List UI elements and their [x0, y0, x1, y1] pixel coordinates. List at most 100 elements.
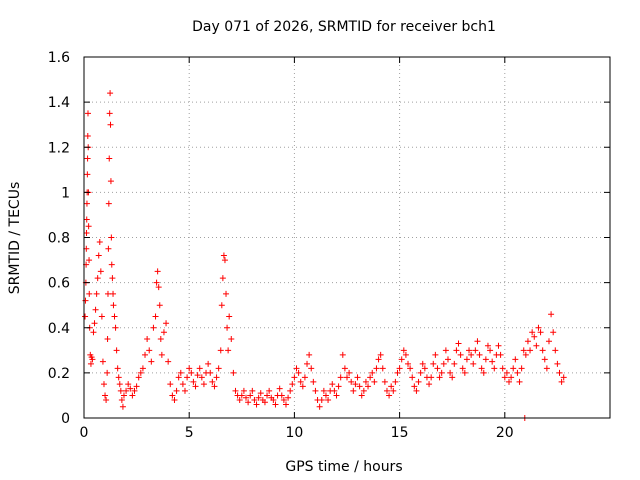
data-point — [194, 372, 201, 379]
data-point — [548, 311, 555, 318]
data-point — [219, 275, 226, 282]
data-point — [217, 347, 224, 354]
data-point — [125, 381, 132, 388]
data-point — [428, 374, 435, 381]
data-point — [484, 342, 491, 349]
data-point — [297, 378, 304, 385]
data-point — [120, 392, 127, 399]
data-point — [85, 223, 92, 230]
data-point — [158, 351, 165, 358]
x-tick-label: 20 — [496, 425, 514, 441]
data-point — [118, 396, 125, 403]
data-point — [373, 365, 380, 372]
data-point — [344, 374, 350, 381]
data-point — [243, 394, 250, 401]
data-point — [440, 360, 447, 367]
data-point — [91, 320, 98, 327]
data-point — [139, 365, 146, 372]
data-point — [367, 374, 374, 381]
data-point — [560, 374, 567, 381]
data-point — [413, 387, 420, 394]
data-point — [129, 392, 136, 399]
data-point — [417, 369, 424, 376]
data-point — [115, 374, 122, 381]
data-point — [554, 360, 561, 367]
data-point — [466, 347, 473, 354]
data-point — [97, 268, 104, 275]
data-point — [83, 229, 90, 236]
data-point — [156, 302, 163, 309]
y-tick-label: 0.6 — [48, 276, 70, 292]
y-tick-label: 1.6 — [48, 50, 70, 66]
data-point — [106, 155, 113, 162]
x-tick-label: 5 — [185, 425, 194, 441]
data-point — [291, 374, 298, 381]
data-point — [103, 396, 110, 403]
data-point — [320, 387, 327, 394]
data-point — [165, 358, 172, 365]
data-point — [468, 351, 475, 358]
data-point — [169, 392, 176, 399]
data-point — [541, 356, 548, 363]
data-point — [84, 155, 91, 162]
data-point — [211, 383, 218, 390]
data-point — [107, 178, 114, 185]
data-point — [341, 365, 348, 372]
data-point — [476, 351, 483, 358]
data-point — [236, 396, 243, 403]
y-axis-label: SRMTID / TECUs — [7, 182, 23, 295]
data-point — [451, 360, 458, 367]
data-point — [552, 347, 559, 354]
data-point — [335, 383, 342, 390]
data-point — [93, 290, 100, 297]
data-point — [375, 356, 382, 363]
data-point — [444, 356, 451, 363]
data-point — [272, 401, 279, 408]
data-point — [550, 329, 557, 336]
data-point — [316, 403, 323, 410]
data-point — [518, 365, 525, 372]
data-point — [95, 252, 102, 259]
data-point — [312, 387, 319, 394]
data-point — [411, 383, 418, 390]
data-point — [104, 336, 111, 343]
y-tick-label: 0.8 — [48, 231, 70, 247]
data-point — [177, 369, 184, 376]
data-point — [398, 356, 405, 363]
data-point — [137, 369, 144, 376]
data-point — [152, 313, 159, 320]
y-tick-label: 0.4 — [48, 321, 70, 337]
data-point — [200, 381, 207, 388]
data-points — [82, 90, 567, 421]
data-point — [392, 378, 399, 385]
data-point — [106, 110, 113, 117]
data-point — [264, 392, 271, 399]
data-point — [105, 245, 112, 252]
data-point — [459, 365, 466, 372]
data-point — [230, 369, 237, 376]
data-point — [556, 369, 563, 376]
y-tick-label: 1.2 — [48, 140, 70, 156]
data-point — [322, 392, 329, 399]
data-point — [527, 347, 534, 354]
data-point — [238, 392, 245, 399]
data-point — [449, 374, 456, 381]
data-point — [426, 381, 433, 388]
data-point — [192, 383, 199, 390]
data-point — [503, 369, 510, 376]
data-point — [83, 216, 90, 223]
data-point — [108, 261, 115, 268]
data-point — [223, 290, 230, 297]
data-point — [99, 358, 106, 365]
data-point — [160, 329, 167, 336]
data-point — [232, 387, 239, 394]
data-point — [438, 369, 445, 376]
data-point — [144, 336, 151, 343]
data-point — [188, 369, 195, 376]
y-tick-label: 0.2 — [48, 366, 70, 382]
data-point — [133, 383, 140, 390]
data-point — [419, 360, 426, 367]
data-point — [104, 290, 111, 297]
data-point — [261, 399, 268, 406]
